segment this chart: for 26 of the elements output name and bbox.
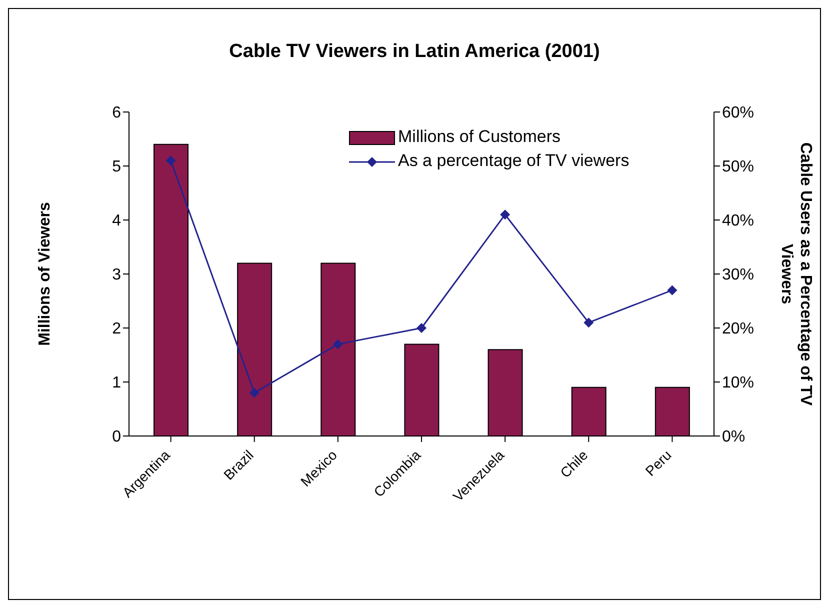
y-tick-label: 5	[112, 158, 122, 176]
point	[332, 339, 343, 350]
legend-label: As a percentage of TV viewers	[398, 151, 630, 170]
y2-tick-label: 60%	[722, 104, 754, 122]
y-tick-label: 1	[112, 374, 122, 392]
chart-title: Cable TV Viewers in Latin America (2001)	[228, 41, 601, 63]
y-tick-label: 4	[112, 212, 122, 230]
point	[584, 318, 594, 328]
legend-label: Millions of Customers	[398, 127, 560, 146]
y2-tick-label: 30%	[722, 266, 754, 284]
y-axis-title: Millions of Viewers	[36, 202, 54, 346]
y-tick-label: 0	[112, 428, 122, 446]
y2-tick-label: 10%	[722, 374, 754, 392]
y2-axis-title: Cable Users as a Percentage of TV Viewers	[778, 142, 814, 406]
y-tick-label: 3	[112, 266, 122, 284]
y2-tick-label: 50%	[722, 158, 754, 176]
point	[249, 388, 260, 398]
y-tick-label: 2	[112, 320, 122, 338]
point	[667, 285, 678, 296]
point	[500, 210, 510, 220]
y2-tick-label: 40%	[722, 212, 754, 230]
y2-tick-label: 0%	[722, 428, 746, 446]
y-tick-label: 6	[112, 104, 122, 122]
point	[416, 323, 426, 333]
y2-tick-label: 20%	[722, 320, 754, 338]
point	[166, 156, 176, 166]
